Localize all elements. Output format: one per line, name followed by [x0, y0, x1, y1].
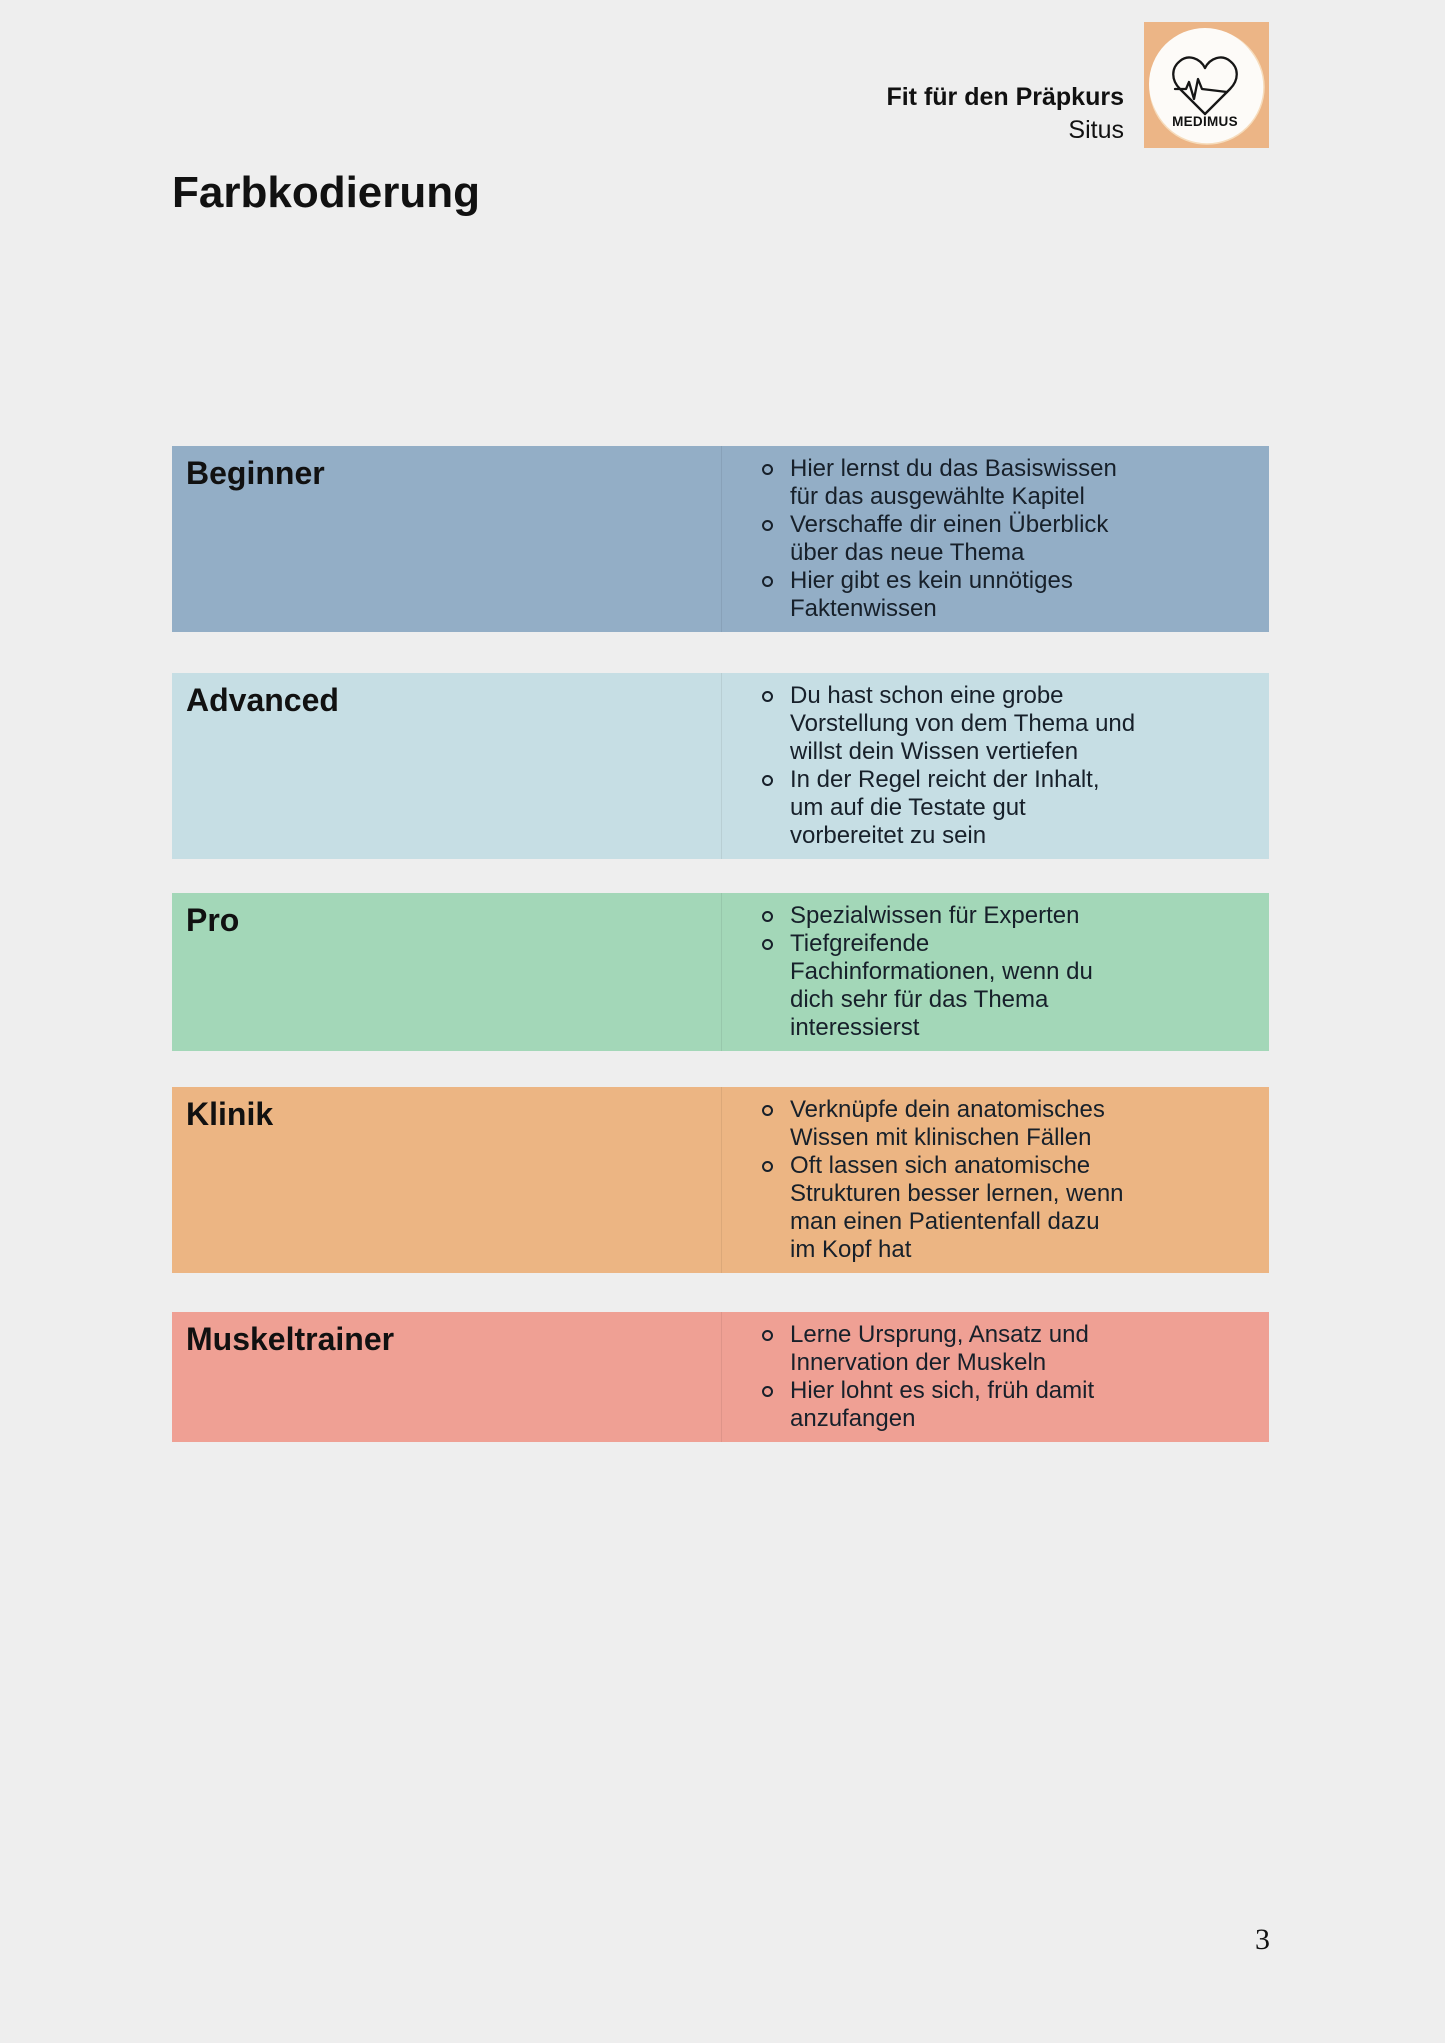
- svg-text:MEDIMUS: MEDIMUS: [1172, 114, 1238, 129]
